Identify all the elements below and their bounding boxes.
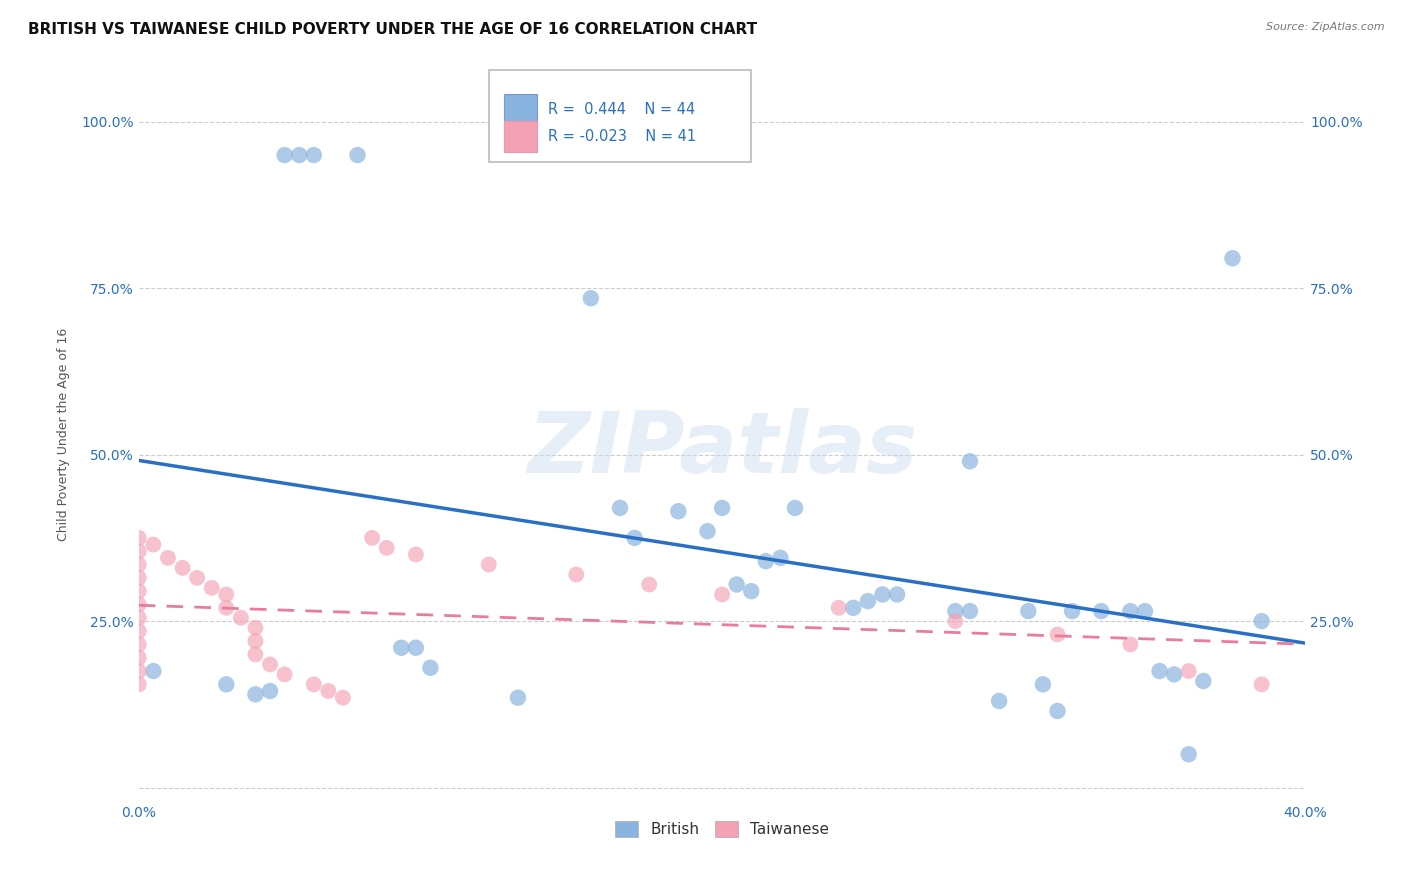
Point xyxy=(186,571,208,585)
Point xyxy=(128,677,150,691)
Point xyxy=(215,677,238,691)
Point xyxy=(346,148,368,162)
Point xyxy=(128,664,150,678)
Point xyxy=(128,637,150,651)
Point xyxy=(1133,604,1156,618)
Point xyxy=(1046,704,1069,718)
Point xyxy=(332,690,354,705)
Point xyxy=(128,531,150,545)
Legend: British, Taiwanese: British, Taiwanese xyxy=(607,814,837,845)
Point xyxy=(215,600,238,615)
Point xyxy=(711,587,734,601)
Point xyxy=(1177,747,1199,762)
Point xyxy=(828,600,851,615)
FancyBboxPatch shape xyxy=(489,70,751,161)
Point xyxy=(565,567,588,582)
Point xyxy=(1149,664,1171,678)
Point xyxy=(696,524,718,539)
Point xyxy=(783,500,806,515)
Point xyxy=(259,684,281,698)
Point xyxy=(711,500,734,515)
Point xyxy=(128,624,150,639)
Point xyxy=(1060,604,1083,618)
Point xyxy=(245,634,267,648)
Text: R =  0.444    N = 44: R = 0.444 N = 44 xyxy=(548,102,696,117)
Point xyxy=(419,661,441,675)
Point xyxy=(405,548,427,562)
Point xyxy=(988,694,1011,708)
Point xyxy=(302,148,325,162)
Point xyxy=(128,558,150,572)
Point xyxy=(405,640,427,655)
FancyBboxPatch shape xyxy=(503,121,537,153)
Point xyxy=(201,581,224,595)
Point xyxy=(740,584,762,599)
Point xyxy=(959,454,981,468)
Point xyxy=(1163,667,1185,681)
Y-axis label: Child Poverty Under the Age of 16: Child Poverty Under the Age of 16 xyxy=(58,328,70,541)
Point xyxy=(142,537,165,551)
Point xyxy=(273,148,295,162)
Point xyxy=(128,598,150,612)
Text: R = -0.023    N = 41: R = -0.023 N = 41 xyxy=(548,129,696,145)
Point xyxy=(872,587,894,601)
Point xyxy=(128,650,150,665)
Point xyxy=(318,684,340,698)
Point xyxy=(1250,677,1272,691)
Point xyxy=(638,577,661,591)
Point xyxy=(142,664,165,678)
Point xyxy=(128,584,150,599)
Point xyxy=(1119,604,1142,618)
Point xyxy=(245,687,267,701)
Point xyxy=(1177,664,1199,678)
Point xyxy=(172,561,194,575)
Point xyxy=(1192,673,1215,688)
Point xyxy=(506,690,529,705)
Point xyxy=(128,571,150,585)
Point xyxy=(1046,627,1069,641)
Point xyxy=(1250,614,1272,628)
Point xyxy=(478,558,501,572)
Point xyxy=(1119,637,1142,651)
Point xyxy=(288,148,311,162)
Text: BRITISH VS TAIWANESE CHILD POVERTY UNDER THE AGE OF 16 CORRELATION CHART: BRITISH VS TAIWANESE CHILD POVERTY UNDER… xyxy=(28,22,758,37)
Text: Source: ZipAtlas.com: Source: ZipAtlas.com xyxy=(1267,22,1385,32)
Point xyxy=(725,577,748,591)
Point xyxy=(1032,677,1054,691)
Point xyxy=(959,604,981,618)
Point xyxy=(375,541,398,555)
Point xyxy=(945,614,967,628)
Point xyxy=(245,648,267,662)
Point xyxy=(215,587,238,601)
Point xyxy=(886,587,908,601)
Text: ZIPatlas: ZIPatlas xyxy=(527,408,917,491)
Point xyxy=(1017,604,1039,618)
Point xyxy=(128,611,150,625)
Point xyxy=(769,550,792,565)
Point xyxy=(245,621,267,635)
Point xyxy=(389,640,412,655)
Point xyxy=(259,657,281,672)
Point xyxy=(842,600,865,615)
Point xyxy=(945,604,967,618)
Point xyxy=(128,544,150,558)
Point xyxy=(623,531,645,545)
Point xyxy=(856,594,879,608)
Point xyxy=(273,667,295,681)
Point xyxy=(609,500,631,515)
Point xyxy=(361,531,384,545)
Point xyxy=(1222,252,1244,266)
Point xyxy=(755,554,778,568)
Point xyxy=(156,550,179,565)
Point xyxy=(579,291,602,305)
Point xyxy=(666,504,689,518)
Point xyxy=(1090,604,1112,618)
Point xyxy=(302,677,325,691)
Point xyxy=(229,611,252,625)
FancyBboxPatch shape xyxy=(503,94,537,124)
